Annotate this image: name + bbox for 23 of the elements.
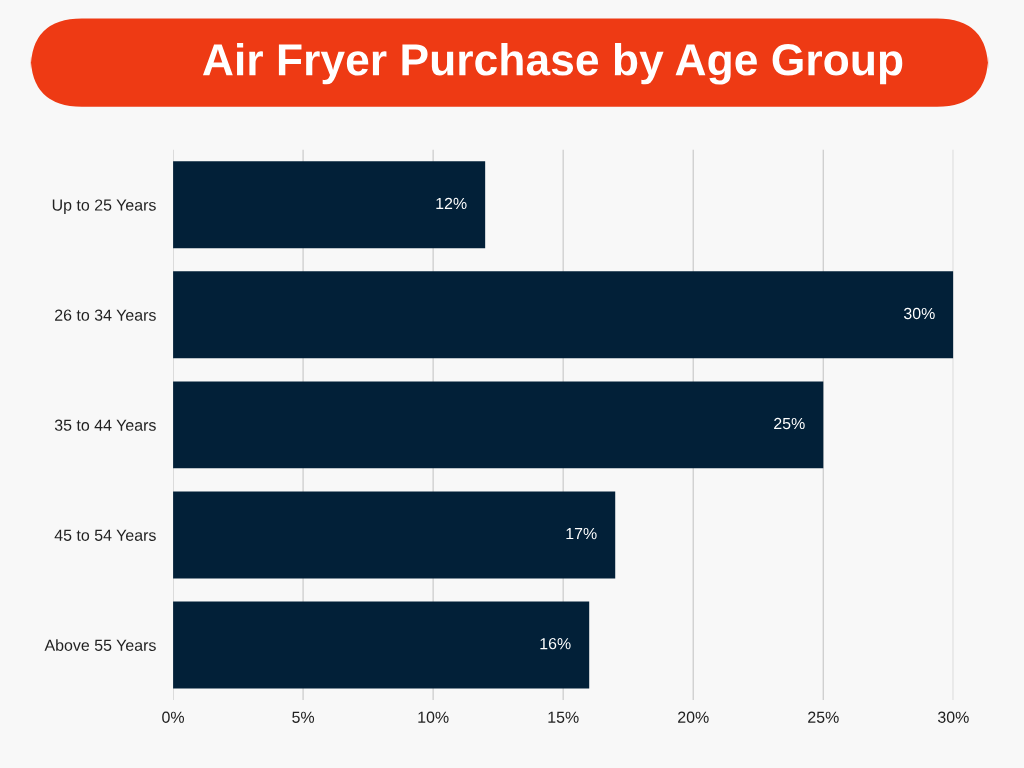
y-tick-label: 35 to 44 Years [54,419,156,431]
bar [173,271,954,359]
x-tick-label: 30% [937,711,969,723]
data-label: 30% [903,307,935,320]
data-label: 12% [436,197,467,210]
bar [173,491,616,579]
chart-title: Air Fryer Purchase by Age Group [202,42,903,85]
data-label: 25% [774,417,805,430]
x-tick-label: 10% [418,711,449,723]
y-tick-label: Up to 25 Years [52,199,156,214]
x-tick-label: 25% [808,711,839,723]
bar [173,381,824,469]
bar [173,601,590,689]
data-label: 16% [540,637,571,650]
y-tick-label: Above 55 Years [44,639,156,651]
x-tick-label: 5% [292,711,315,723]
data-label: 17% [566,528,597,540]
x-tick-label: 0% [162,711,185,723]
bar [173,161,486,249]
y-tick-label: 26 to 34 Years [55,309,156,321]
x-tick-label: 15% [548,711,579,723]
x-tick-label: 20% [678,711,709,723]
y-tick-label: 45 to 54 Years [54,529,156,541]
